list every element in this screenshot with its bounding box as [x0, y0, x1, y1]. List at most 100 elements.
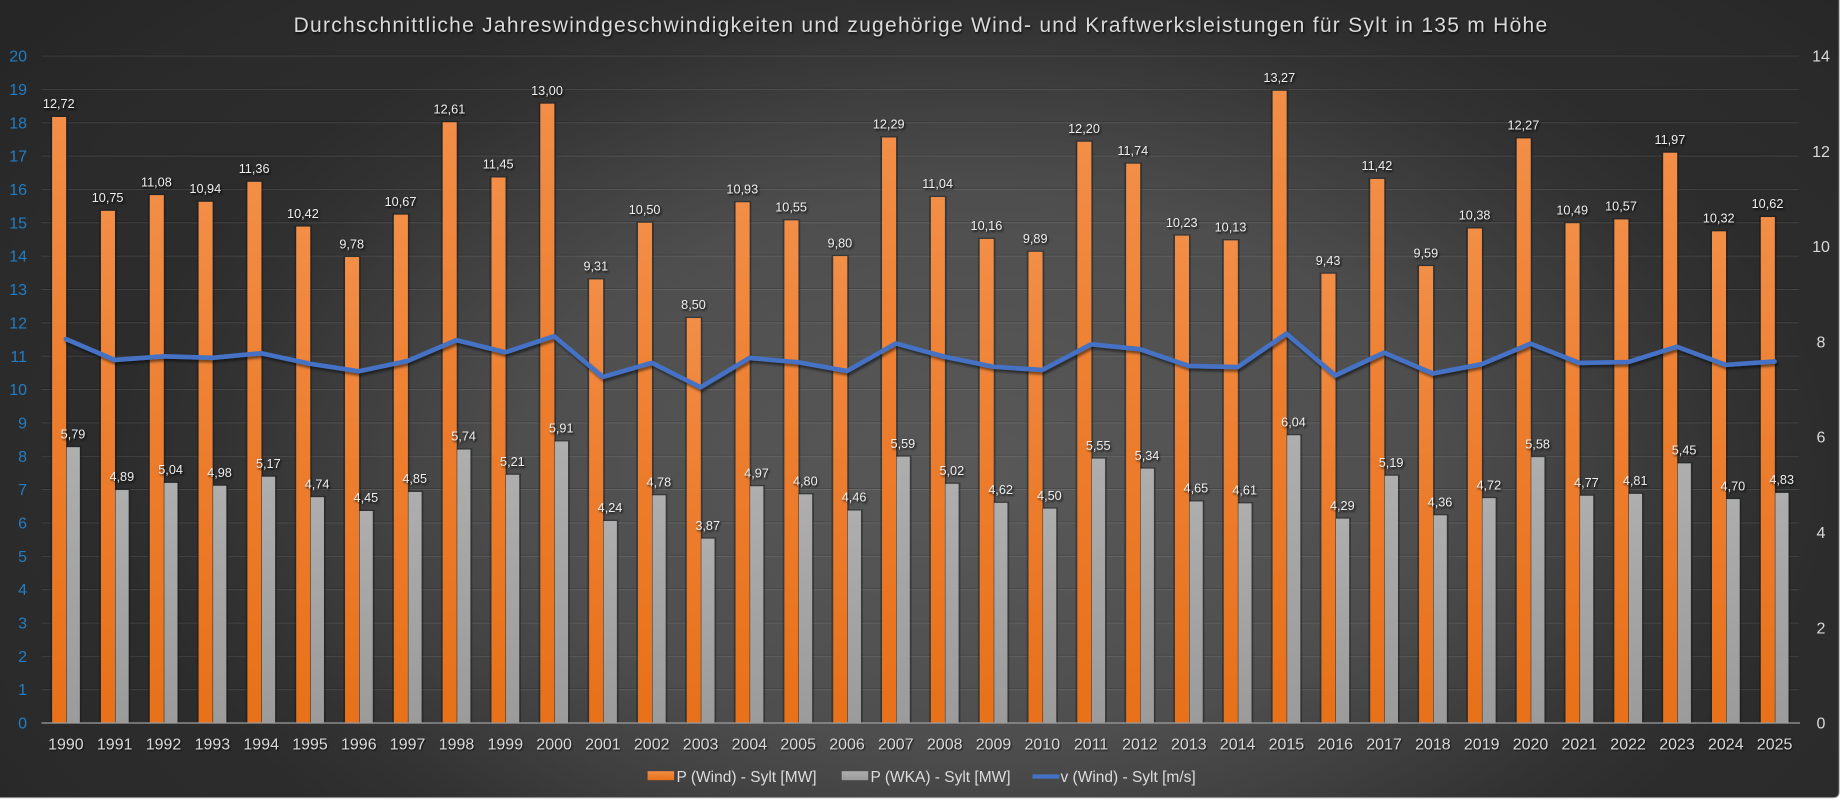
svg-text:16: 16 [9, 182, 27, 199]
svg-text:4,61: 4,61 [1232, 484, 1257, 498]
svg-text:4,70: 4,70 [1721, 479, 1746, 493]
svg-text:2018: 2018 [1415, 737, 1451, 754]
svg-text:12,61: 12,61 [434, 102, 466, 116]
svg-text:11,04: 11,04 [922, 177, 953, 191]
svg-text:4,83: 4,83 [1769, 473, 1794, 487]
svg-text:9: 9 [18, 415, 27, 432]
svg-text:4,85: 4,85 [402, 472, 427, 486]
svg-text:P (Wind) - Sylt [MW]: P (Wind) - Sylt [MW] [677, 769, 817, 786]
svg-text:4,80: 4,80 [793, 475, 818, 489]
svg-text:4,50: 4,50 [1037, 489, 1062, 503]
svg-text:4,45: 4,45 [354, 491, 379, 505]
svg-text:5,79: 5,79 [61, 427, 86, 441]
svg-text:2017: 2017 [1366, 737, 1402, 754]
svg-text:11,08: 11,08 [141, 175, 172, 189]
svg-text:1998: 1998 [439, 737, 475, 754]
svg-text:10,16: 10,16 [971, 219, 1003, 233]
svg-text:10,13: 10,13 [1215, 221, 1247, 235]
svg-text:2: 2 [18, 649, 27, 666]
svg-text:3: 3 [18, 616, 27, 633]
svg-text:11,45: 11,45 [483, 158, 514, 172]
svg-text:2006: 2006 [829, 737, 865, 754]
svg-text:4,89: 4,89 [109, 470, 134, 484]
svg-text:11,36: 11,36 [239, 162, 270, 176]
svg-text:1997: 1997 [390, 737, 426, 754]
svg-text:2023: 2023 [1659, 737, 1695, 754]
svg-text:2002: 2002 [634, 737, 670, 754]
svg-text:11,74: 11,74 [1117, 144, 1148, 158]
svg-text:5,91: 5,91 [549, 422, 574, 436]
svg-text:Durchschnittliche Jahreswindge: Durchschnittliche Jahreswindgeschwindigk… [294, 14, 1549, 37]
svg-text:13: 13 [9, 282, 27, 299]
svg-text:10,67: 10,67 [385, 195, 417, 209]
svg-text:4,29: 4,29 [1330, 499, 1355, 513]
svg-text:5,19: 5,19 [1379, 456, 1404, 470]
svg-text:2: 2 [1817, 620, 1826, 637]
svg-text:2000: 2000 [536, 737, 572, 754]
svg-text:2008: 2008 [927, 737, 963, 754]
svg-text:2021: 2021 [1562, 737, 1598, 754]
svg-text:10,93: 10,93 [726, 183, 758, 197]
svg-text:P (WKA) - Sylt [MW]: P (WKA) - Sylt [MW] [871, 769, 1011, 786]
svg-text:2009: 2009 [976, 737, 1012, 754]
svg-text:2019: 2019 [1464, 737, 1500, 754]
svg-text:5,17: 5,17 [256, 457, 281, 471]
svg-text:9,78: 9,78 [339, 237, 364, 251]
svg-text:4,78: 4,78 [646, 476, 671, 490]
svg-text:10,50: 10,50 [629, 203, 661, 217]
svg-text:4,77: 4,77 [1574, 476, 1599, 490]
svg-text:6: 6 [18, 516, 27, 533]
svg-text:2001: 2001 [585, 737, 621, 754]
svg-text:12,20: 12,20 [1068, 122, 1100, 136]
svg-text:12: 12 [9, 315, 27, 332]
svg-text:11,97: 11,97 [1654, 133, 1685, 147]
svg-text:5,02: 5,02 [939, 464, 964, 478]
svg-text:12,29: 12,29 [873, 118, 905, 132]
svg-text:4,81: 4,81 [1623, 474, 1648, 488]
svg-text:2011: 2011 [1074, 737, 1109, 754]
svg-text:10,57: 10,57 [1605, 200, 1637, 214]
svg-text:12,72: 12,72 [43, 97, 75, 111]
svg-text:1996: 1996 [341, 737, 377, 754]
svg-text:1995: 1995 [292, 737, 328, 754]
svg-text:6: 6 [1817, 430, 1826, 447]
svg-text:2024: 2024 [1708, 737, 1744, 754]
svg-text:9,80: 9,80 [828, 236, 853, 250]
svg-text:2020: 2020 [1513, 737, 1549, 754]
svg-text:10,94: 10,94 [189, 182, 221, 196]
svg-text:5: 5 [18, 549, 27, 566]
svg-text:14: 14 [1812, 49, 1830, 66]
svg-text:3,87: 3,87 [695, 519, 720, 533]
svg-text:2013: 2013 [1171, 737, 1207, 754]
svg-text:10,38: 10,38 [1459, 209, 1491, 223]
svg-text:4,62: 4,62 [988, 483, 1013, 497]
svg-text:4,74: 4,74 [305, 477, 330, 491]
svg-text:10,49: 10,49 [1556, 203, 1588, 217]
svg-text:4,98: 4,98 [207, 466, 232, 480]
svg-text:2022: 2022 [1610, 737, 1646, 754]
svg-text:1999: 1999 [488, 737, 524, 754]
svg-text:1993: 1993 [195, 737, 231, 754]
svg-text:4,24: 4,24 [598, 501, 623, 515]
svg-text:10,62: 10,62 [1752, 197, 1784, 211]
svg-text:2025: 2025 [1757, 737, 1793, 754]
svg-text:14: 14 [9, 249, 27, 266]
svg-text:0: 0 [1817, 716, 1826, 733]
svg-text:5,21: 5,21 [500, 455, 525, 469]
svg-text:17: 17 [9, 149, 27, 166]
svg-text:10,23: 10,23 [1166, 216, 1198, 230]
svg-text:4,36: 4,36 [1428, 496, 1453, 510]
svg-text:4,97: 4,97 [744, 466, 769, 480]
svg-text:4: 4 [1817, 525, 1826, 542]
svg-text:13,00: 13,00 [531, 84, 563, 98]
svg-text:2003: 2003 [683, 737, 719, 754]
svg-text:2014: 2014 [1220, 737, 1256, 754]
svg-text:1992: 1992 [146, 737, 182, 754]
svg-text:4,46: 4,46 [842, 491, 867, 505]
svg-text:1991: 1991 [97, 737, 133, 754]
svg-text:5,59: 5,59 [891, 437, 916, 451]
svg-text:10,55: 10,55 [775, 201, 807, 215]
svg-text:1: 1 [18, 682, 27, 699]
svg-text:5,74: 5,74 [451, 430, 476, 444]
svg-text:18: 18 [9, 115, 27, 132]
